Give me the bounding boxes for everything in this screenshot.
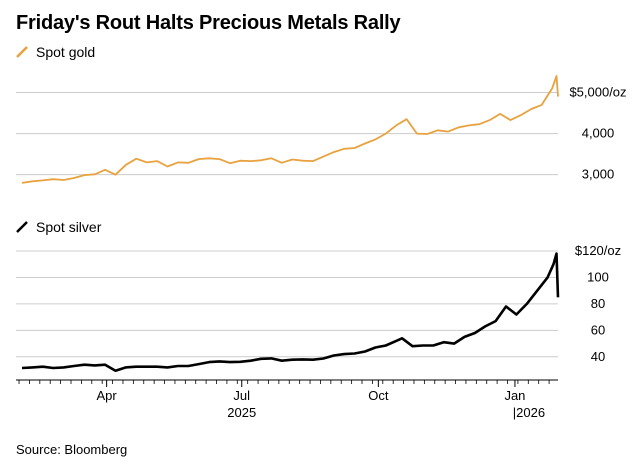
legend-silver-label: Spot silver — [36, 219, 102, 235]
gold-y-tick-label: 4,000 — [582, 126, 615, 141]
silver-y-tick-label: 80 — [591, 296, 605, 311]
x-tick-label-apr: Apr — [97, 388, 118, 403]
gold-legend-swatch-icon — [16, 46, 28, 58]
gold-y-tick-label: $5,000/oz — [569, 85, 626, 100]
gold-series-line — [21, 75, 559, 184]
x-tick-label-jul: Jul — [233, 388, 250, 403]
legend-gold: Spot gold — [16, 44, 95, 60]
x-tick-label-oct: Oct — [368, 388, 389, 403]
silver-legend-swatch-icon — [16, 221, 28, 233]
chart-title: Friday's Rout Halts Precious Metals Rall… — [16, 12, 401, 34]
silver-y-tick-label: $120/oz — [575, 243, 621, 258]
x-tick-label-jan: Jan — [504, 388, 525, 403]
silver-series-line — [21, 252, 560, 372]
gold-y-tick-label: 3,000 — [582, 167, 615, 182]
legend-silver: Spot silver — [16, 219, 101, 235]
source-note: Source: Bloomberg — [16, 442, 128, 457]
silver-y-tick-label: 100 — [587, 269, 609, 284]
x-year-label: 2025 — [227, 405, 256, 420]
chart-svg: 3,000 4,000 $5,000/oz 40 60 80 100 $120/oz Apr Ju… — [16, 75, 627, 420]
silver-y-tick-label: 60 — [591, 322, 605, 337]
x-year-label: |2026 — [513, 405, 545, 420]
silver-y-tick-label: 40 — [591, 349, 605, 364]
legend-gold-label: Spot gold — [36, 44, 96, 60]
